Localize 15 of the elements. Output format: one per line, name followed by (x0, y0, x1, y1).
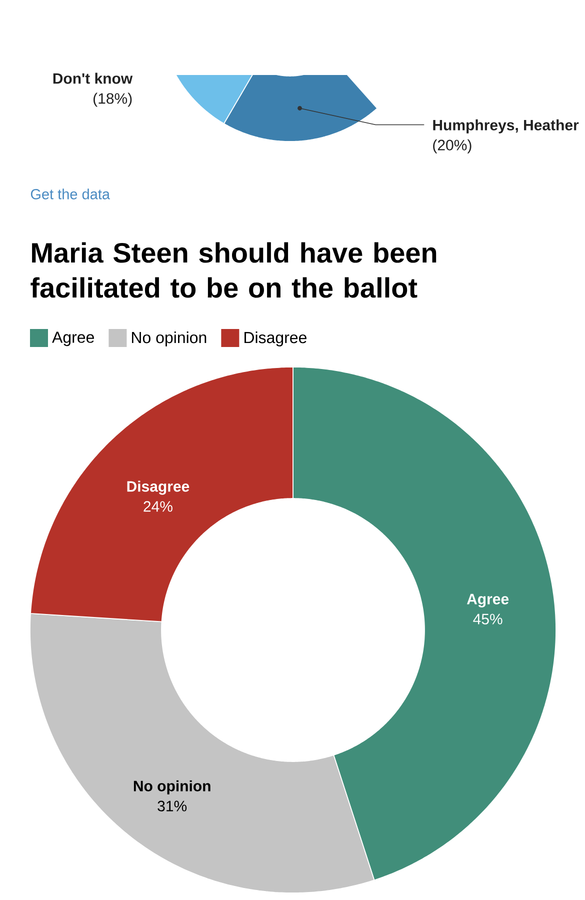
data-label: 45% (473, 614, 502, 624)
data-label: 31% (158, 800, 187, 812)
legend-label: Agree (52, 332, 94, 346)
text: Get the data (30, 188, 110, 200)
data-label: (18%) (94, 92, 132, 107)
data-label: 24% (144, 501, 172, 512)
slice-label: Agree (466, 594, 509, 608)
data-label: (20%) (433, 139, 472, 154)
chart-title: Maria Steen should have been facilitated to be on the ballot (30, 242, 436, 298)
slice-label: Disagree (127, 480, 190, 495)
legend-label: Disagree (244, 331, 306, 346)
legend-label: No opinion (132, 331, 206, 346)
slice-label: No opinion (134, 780, 210, 794)
slice-label: Don't know (53, 72, 133, 84)
slice-label: Humphreys, Heather (433, 119, 579, 134)
